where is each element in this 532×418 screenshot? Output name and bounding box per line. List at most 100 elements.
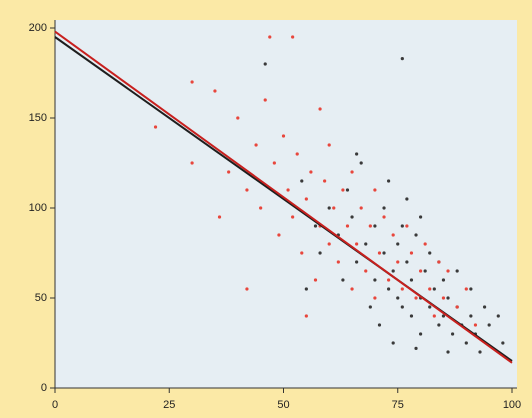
point: [419, 332, 423, 336]
point: [391, 269, 395, 273]
point: [304, 314, 308, 318]
x-tick-label: 100: [503, 399, 521, 411]
point: [355, 152, 359, 156]
point: [355, 260, 359, 264]
point: [350, 287, 354, 291]
point: [263, 98, 267, 102]
point: [350, 215, 354, 219]
point: [441, 296, 446, 300]
point: [387, 179, 391, 183]
point: [153, 125, 158, 129]
point: [263, 62, 267, 66]
point: [441, 278, 446, 282]
point: [419, 269, 423, 273]
point: [382, 206, 386, 210]
point: [423, 242, 427, 246]
point: [400, 57, 404, 61]
point: [428, 251, 432, 255]
point: [400, 287, 404, 291]
point: [446, 269, 450, 273]
point: [441, 314, 446, 318]
point: [350, 170, 354, 174]
point: [387, 287, 391, 291]
point: [327, 242, 331, 246]
point: [295, 152, 299, 156]
point: [213, 89, 217, 93]
x-tick-label: 75: [392, 399, 404, 411]
point: [482, 305, 487, 309]
point: [286, 188, 290, 192]
point: [405, 197, 409, 201]
point: [450, 332, 455, 336]
point: [387, 278, 391, 282]
point: [501, 341, 505, 345]
point: [469, 287, 473, 291]
point: [400, 305, 404, 309]
point: [227, 170, 231, 174]
point: [217, 215, 222, 219]
point: [446, 296, 450, 300]
point: [254, 143, 258, 147]
point: [419, 215, 423, 219]
point: [291, 215, 295, 219]
point: [496, 314, 500, 318]
point: [236, 116, 240, 120]
point: [391, 341, 395, 345]
point: [373, 224, 377, 228]
point: [428, 305, 432, 309]
point: [277, 233, 281, 237]
point: [359, 161, 363, 165]
point: [396, 242, 400, 246]
point: [437, 323, 441, 327]
point: [323, 179, 327, 183]
point: [446, 350, 450, 354]
point: [377, 251, 382, 255]
point: [345, 188, 350, 192]
point: [300, 179, 304, 183]
point: [377, 323, 382, 327]
point: [478, 350, 482, 354]
point: [373, 278, 377, 282]
point: [473, 323, 478, 327]
point: [281, 134, 286, 138]
point: [291, 35, 295, 39]
point: [245, 188, 249, 192]
point: [432, 314, 436, 318]
point: [318, 107, 322, 111]
point: [309, 170, 313, 174]
point: [391, 233, 395, 237]
point: [428, 287, 432, 291]
point: [396, 260, 400, 264]
y-tick-label: 200: [29, 22, 47, 34]
point: [355, 242, 359, 246]
point: [396, 296, 400, 300]
point: [300, 251, 304, 255]
point: [487, 323, 491, 327]
point: [437, 260, 441, 264]
point: [382, 215, 386, 219]
point: [341, 188, 345, 192]
point: [464, 287, 468, 291]
point: [469, 314, 473, 318]
y-tick-label: 50: [35, 292, 47, 304]
regression-line: [54, 30, 513, 364]
x-tick-label: 50: [277, 399, 289, 411]
point: [368, 305, 372, 309]
point: [336, 260, 340, 264]
x-tick-label: 25: [163, 399, 175, 411]
point: [327, 143, 331, 147]
point: [332, 206, 336, 210]
point: [245, 287, 249, 291]
x-tick-label: 0: [52, 399, 58, 411]
plot-area: [55, 20, 517, 388]
point: [382, 251, 386, 255]
y-tick-label: 0: [41, 382, 47, 394]
point: [455, 269, 459, 273]
point: [364, 269, 368, 273]
point: [318, 251, 322, 255]
point: [405, 260, 409, 264]
y-tick-label: 150: [29, 112, 47, 124]
point: [405, 224, 409, 228]
